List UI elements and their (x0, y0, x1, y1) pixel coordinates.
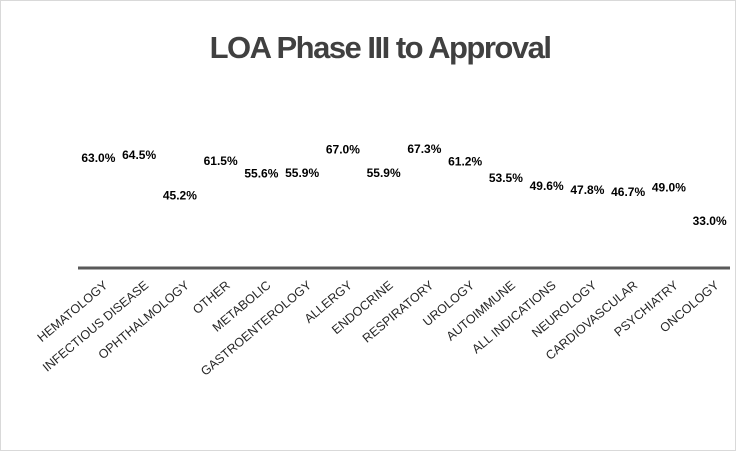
data-label: 55.9% (367, 166, 401, 180)
data-label: 53.5% (489, 171, 523, 185)
data-label: 67.0% (326, 143, 360, 157)
data-label: 61.5% (204, 154, 238, 168)
data-label: 49.6% (530, 179, 564, 193)
data-label: 67.3% (407, 142, 441, 156)
data-label: 46.7% (611, 185, 645, 199)
data-label: 45.2% (163, 188, 197, 202)
data-label: 55.6% (244, 166, 278, 180)
chart-title: LOA Phase III to Approval (210, 30, 551, 65)
data-label: 33.0% (693, 214, 727, 228)
data-label: 49.0% (652, 180, 686, 194)
data-label: 63.0% (81, 151, 115, 165)
data-label: 61.2% (448, 155, 482, 169)
data-label: 47.8% (570, 183, 604, 197)
data-label: 64.5% (122, 148, 156, 162)
data-label: 55.9% (285, 166, 319, 180)
